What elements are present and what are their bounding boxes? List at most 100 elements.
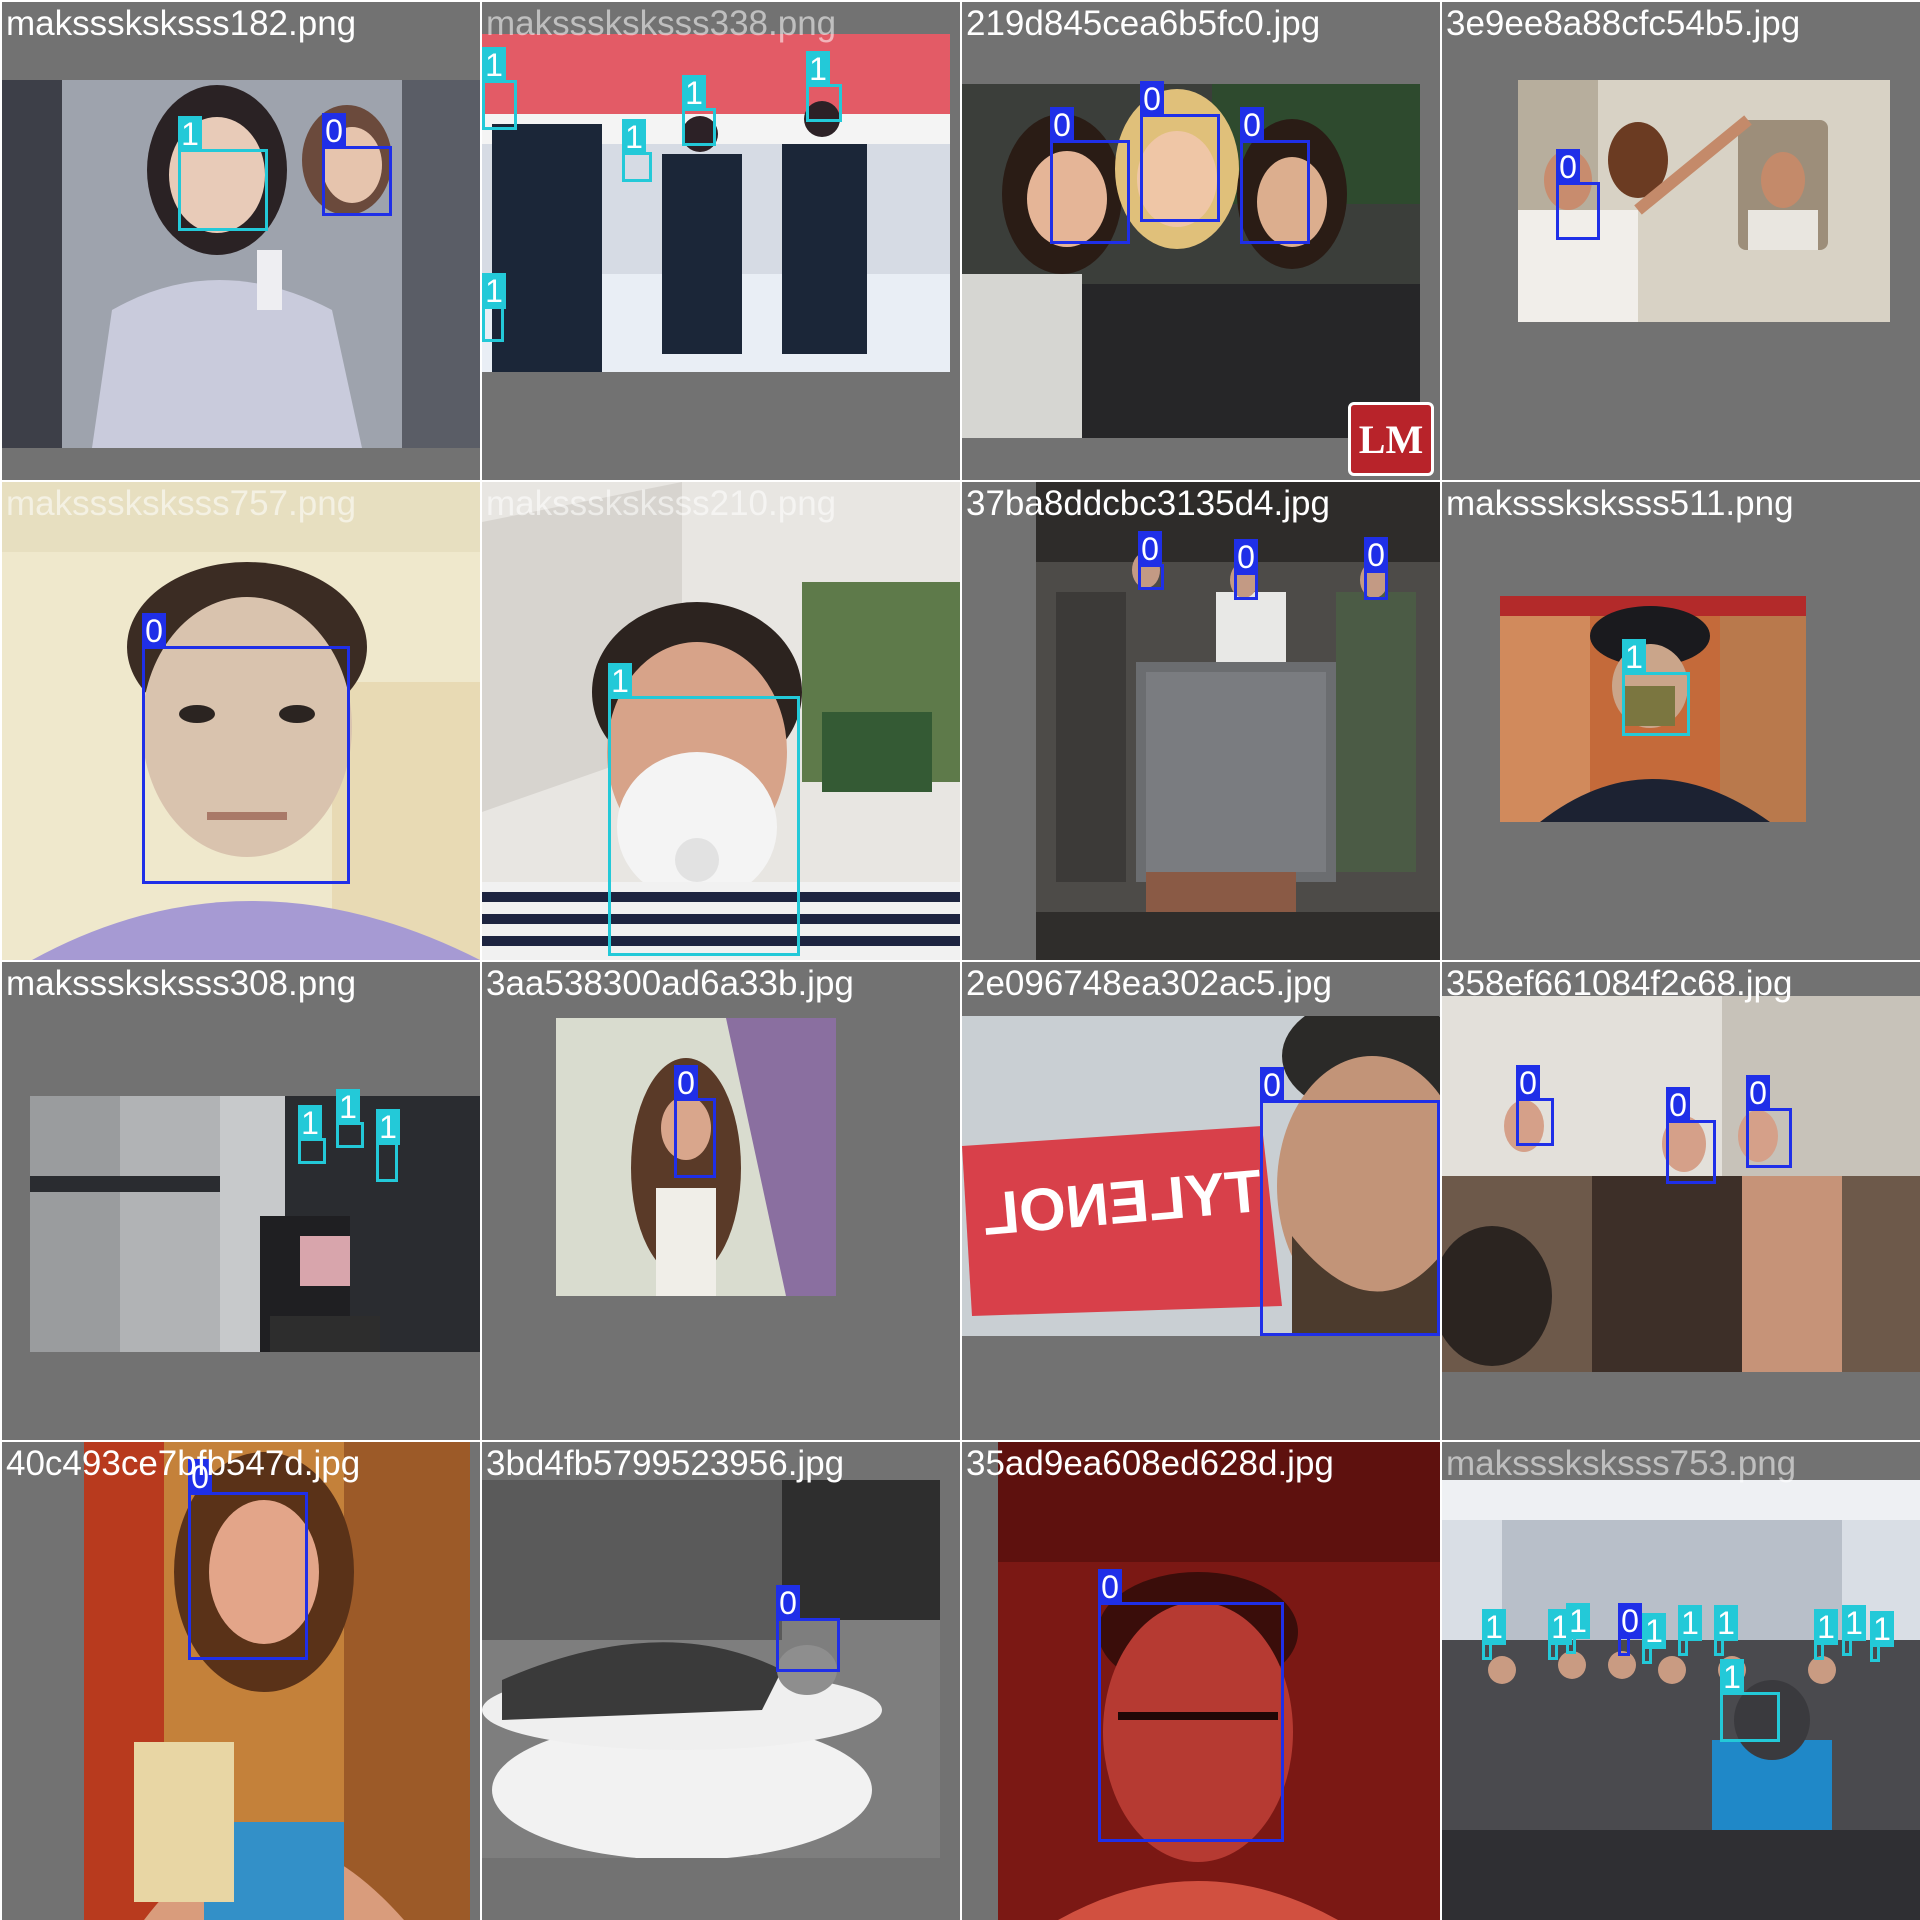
image-tile[interactable]: 1 maksssksksss210.png <box>482 482 960 960</box>
image-filename: 37ba8ddcbc3135d4.jpg <box>966 484 1330 523</box>
image-tile[interactable]: 0 maksssksksss757.png <box>2 482 480 960</box>
image-filename: 40c493ce7bfb547d.jpg <box>6 1444 361 1483</box>
class-label: 1 <box>336 1089 360 1125</box>
image-filename: maksssksksss757.png <box>6 484 357 523</box>
detection-box: 0 <box>1138 531 1164 590</box>
image-tile[interactable]: 1 1 1 0 1 1 1 1 1 1 1 maksssksk <box>1442 1442 1920 1920</box>
detection-box: 0 <box>1516 1065 1554 1146</box>
detection-box: 0 <box>1240 107 1310 244</box>
image-filename: maksssksksss511.png <box>1446 484 1794 523</box>
class-label: 0 <box>1260 1067 1284 1103</box>
photo <box>482 482 960 960</box>
image-filename: maksssksksss182.png <box>6 4 357 43</box>
detection-box: 0 <box>1618 1603 1642 1656</box>
image-tile[interactable]: 0 0 0 358ef661084f2c68.jpg <box>1442 962 1920 1440</box>
image-tile[interactable]: 0 0 0 37ba8ddcbc3135d4.jpg <box>962 482 1440 960</box>
class-label: 1 <box>1842 1605 1866 1641</box>
class-label: 0 <box>1746 1075 1770 1111</box>
class-label: 1 <box>376 1109 400 1145</box>
class-label: 0 <box>1098 1569 1122 1605</box>
detection-box: 1 <box>376 1109 400 1182</box>
image-filename: 3aa538300ad6a33b.jpg <box>486 964 854 1003</box>
image-filename: 358ef661084f2c68.jpg <box>1446 964 1793 1003</box>
image-filename: 35ad9ea608ed628d.jpg <box>966 1444 1334 1483</box>
photo <box>962 1016 1440 1336</box>
image-tile[interactable]: 1 1 1 1 1 maksssksksss338.png <box>482 2 960 480</box>
photo <box>2 482 480 960</box>
class-label: 1 <box>1870 1611 1894 1647</box>
detection-box: 0 <box>776 1585 840 1672</box>
image-tile[interactable]: 0 3aa538300ad6a33b.jpg <box>482 962 960 1440</box>
detection-box: 0 <box>1234 539 1258 600</box>
detection-box: 1 <box>1678 1605 1702 1656</box>
image-filename: maksssksksss753.png <box>1446 1444 1797 1483</box>
photo <box>556 1018 836 1296</box>
photo <box>998 1442 1440 1920</box>
photo <box>1500 596 1806 822</box>
class-label: 0 <box>1234 539 1258 575</box>
image-tile[interactable]: 0 3bd4fb5799523956.jpg <box>482 1442 960 1920</box>
photo <box>1442 1480 1920 1920</box>
detection-box: 0 <box>1556 149 1600 240</box>
photo <box>482 34 950 372</box>
class-label: 0 <box>142 613 166 649</box>
class-label: 1 <box>622 119 646 155</box>
detection-box: 1 <box>178 116 268 231</box>
detection-box: 1 <box>336 1089 364 1148</box>
detection-box: 0 <box>1666 1087 1716 1184</box>
class-label: 1 <box>1642 1613 1666 1649</box>
detection-box: 1 <box>608 663 800 956</box>
image-tile[interactable]: LM 0 0 0 219d845cea6b5fc0.jpg <box>962 2 1440 480</box>
class-label: 0 <box>1618 1603 1642 1639</box>
image-filename: maksssksksss210.png <box>486 484 837 523</box>
detection-box: 0 <box>1364 537 1388 600</box>
image-filename: maksssksksss308.png <box>6 964 357 1003</box>
detection-box: 1 <box>298 1105 326 1164</box>
detection-box: 0 <box>1140 81 1220 222</box>
detection-box: 1 <box>1548 1609 1572 1660</box>
photo <box>482 1480 940 1858</box>
class-label: 0 <box>188 1459 212 1495</box>
detection-box: 1 <box>1842 1605 1866 1656</box>
class-label: 1 <box>1814 1609 1838 1645</box>
image-tile[interactable]: 1 maksssksksss511.png <box>1442 482 1920 960</box>
photo <box>1518 80 1890 322</box>
detection-box: 1 <box>1566 1603 1590 1654</box>
image-tile[interactable]: 0 40c493ce7bfb547d.jpg <box>2 1442 480 1920</box>
photo <box>84 1442 470 1920</box>
detection-box: 1 <box>1642 1613 1666 1664</box>
class-label: 1 <box>1720 1659 1744 1695</box>
detection-box: 1 <box>482 273 506 342</box>
detection-box: 1 <box>482 47 517 130</box>
watermark-logo: LM <box>1348 402 1434 476</box>
image-tile[interactable]: 0 3e9ee8a88cfc54b5.jpg <box>1442 2 1920 480</box>
class-label: 0 <box>1138 531 1162 567</box>
image-filename: maksssksksss338.png <box>486 4 837 43</box>
class-label: 1 <box>608 663 632 699</box>
detection-box: 0 <box>322 113 392 216</box>
image-tile[interactable]: 0 35ad9ea608ed628d.jpg <box>962 1442 1440 1920</box>
detection-box: 1 <box>1870 1611 1894 1662</box>
detection-box: 1 <box>1714 1605 1738 1656</box>
detection-box: 1 <box>682 75 716 146</box>
detection-box: 0 <box>1260 1067 1440 1336</box>
class-label: 0 <box>1666 1087 1690 1123</box>
photo <box>30 1096 480 1352</box>
detection-box: 0 <box>188 1459 308 1660</box>
detection-box: 1 <box>1622 639 1690 736</box>
image-tile[interactable]: 1 1 1 maksssksksss308.png <box>2 962 480 1440</box>
class-label: 1 <box>178 116 202 152</box>
image-tile[interactable]: TYLENOL 0 2e096748ea302ac5.jpg <box>962 962 1440 1440</box>
class-label: 1 <box>1678 1605 1702 1641</box>
class-label: 0 <box>776 1585 800 1621</box>
detection-box: 0 <box>1098 1569 1284 1842</box>
photo <box>2 80 480 448</box>
image-filename: 2e096748ea302ac5.jpg <box>966 964 1332 1003</box>
detection-box: 1 <box>1720 1659 1780 1742</box>
class-label: 1 <box>482 273 506 309</box>
class-label: 0 <box>322 113 346 149</box>
image-filename: 219d845cea6b5fc0.jpg <box>966 4 1321 43</box>
class-label: 1 <box>298 1105 322 1141</box>
image-tile[interactable]: 1 0 maksssksksss182.png <box>2 2 480 480</box>
